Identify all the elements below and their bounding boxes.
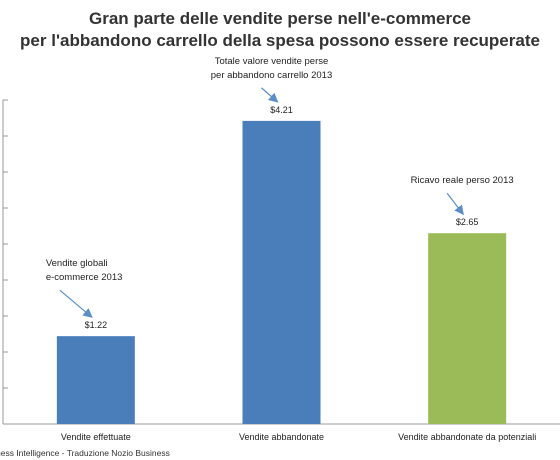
chart-title-line-2: per l'abbandono carrello della spesa pos… — [20, 31, 540, 50]
annotation-arrow — [261, 87, 279, 103]
data-label: $2.65 — [456, 217, 479, 227]
annotation-arrow — [446, 192, 464, 216]
category-label: Vendite abbandonate — [239, 432, 324, 442]
bar — [56, 336, 135, 424]
annotation-text: Totale valore vendite perse — [215, 56, 329, 67]
data-label: $4.21 — [270, 105, 293, 115]
annotation-arrow — [59, 289, 93, 318]
source-note: ness Intelligence - Traduzione Nozio Bus… — [0, 448, 170, 458]
annotation-text: Ricavo reale perso 2013 — [411, 175, 514, 186]
data-label: $1.22 — [85, 320, 108, 330]
annotation-text: e-commerce 2013 — [46, 272, 123, 283]
annotation-text: per abbandono carrello 2013 — [211, 70, 332, 81]
category-label: Vendite abbandonate da potenziali — [398, 432, 536, 442]
annotation-text: Vendite globali — [46, 258, 108, 269]
chart-title-line-1: Gran parte delle vendite perse nell'e-co… — [89, 9, 471, 28]
category-label: Vendite effettuate — [61, 432, 131, 442]
chart-title: Gran parte delle vendite perse nell'e-co… — [0, 8, 560, 52]
bar — [428, 233, 507, 424]
bar — [242, 120, 321, 424]
